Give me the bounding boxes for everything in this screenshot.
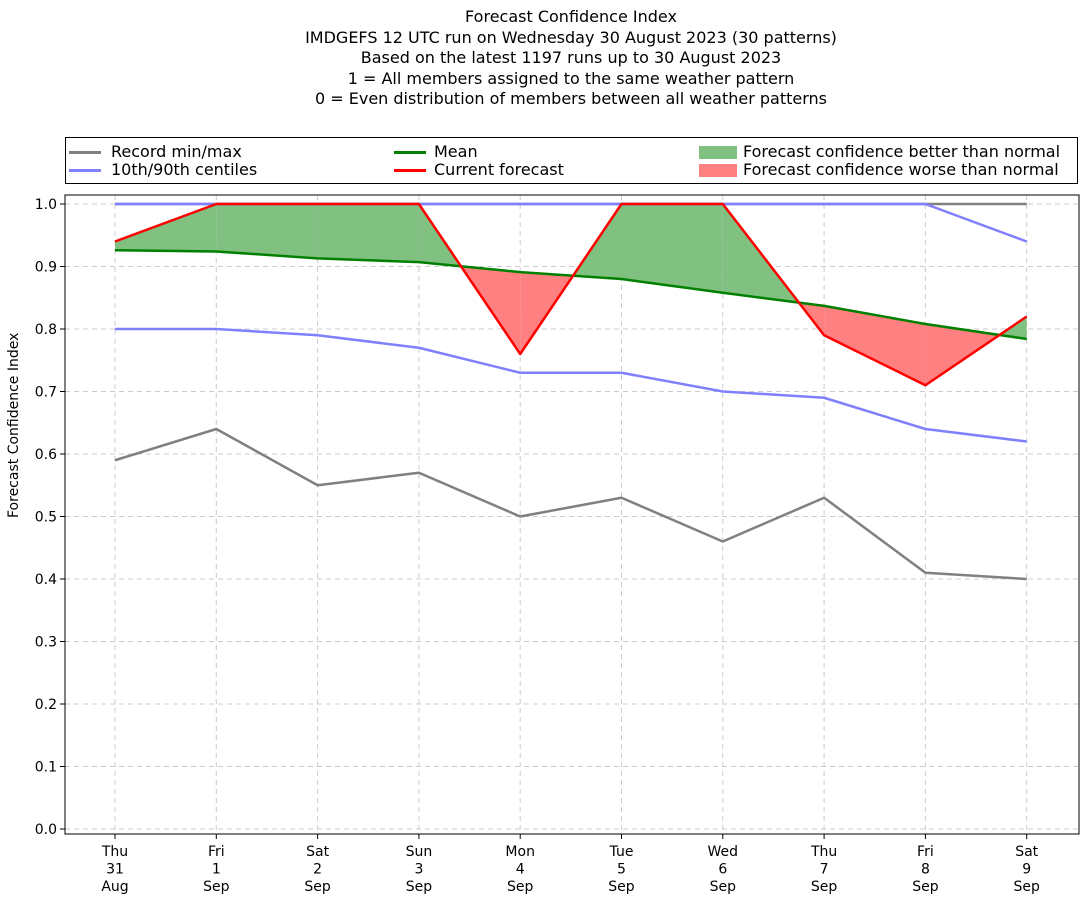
series-mean-line — [114, 249, 1027, 341]
fill-area-1 — [216, 204, 318, 259]
title-line-4: 1 = All members assigned to the same wea… — [347, 68, 795, 88]
x-tick-label-3-1: 3 — [414, 862, 423, 878]
x-tick-label-2-0: Sat — [306, 844, 329, 860]
title-line-3: Based on the latest 1197 runs up to 30 A… — [360, 48, 782, 68]
x-tick-label-7-2: Sep — [811, 879, 838, 895]
x-tick-label-0-1: 31 — [106, 862, 124, 878]
x-tick-label-0-2: Aug — [101, 879, 128, 895]
y-tick-label-9: 0.9 — [35, 260, 57, 276]
title-line-1: Forecast Confidence Index — [465, 7, 677, 26]
x-tick-label-8-0: Fri — [917, 844, 934, 860]
series-current — [114, 202, 1028, 387]
series-p10-line — [115, 327, 1027, 443]
y-tick-label-3: 0.3 — [35, 635, 57, 651]
legend-current-swatch — [394, 169, 426, 172]
y-tick-label-8: 0.8 — [35, 322, 57, 338]
fill-area-2 — [317, 204, 419, 263]
x-tick-label-9-1: 9 — [1022, 862, 1031, 878]
series-record-min-line — [114, 427, 1027, 581]
y-tick-label-7: 0.7 — [35, 385, 57, 401]
x-tick-label-2-1: 2 — [313, 862, 322, 878]
fill-area-5 — [621, 204, 723, 293]
y-tick-label-2: 0.2 — [35, 697, 57, 713]
y-tick-label-4: 0.4 — [35, 572, 57, 588]
series-mean — [114, 249, 1027, 341]
fill-area-7 — [824, 305, 926, 386]
series-p10 — [114, 327, 1027, 443]
chart-title: Forecast Confidence Index IMDGEFS 12 UTC… — [0, 7, 1092, 110]
x-tick-label-4-0: Mon — [505, 844, 535, 860]
x-tick-label-8-1: 8 — [921, 862, 930, 878]
legend-worse-label: Forecast confidence worse than normal — [743, 160, 1059, 179]
x-tick-label-9-0: Sat — [1015, 844, 1038, 860]
fill-area-8a — [925, 324, 1000, 386]
x-tick-label-3-0: Sun — [406, 844, 433, 860]
legend-better-label: Forecast confidence better than normal — [743, 142, 1061, 161]
legend-record-swatch — [69, 151, 101, 154]
y-tick-label-1: 0.1 — [35, 760, 57, 776]
title-line-5: 0 = Even distribution of members between… — [314, 89, 828, 109]
x-tick-label-4-1: 4 — [516, 862, 525, 878]
x-tick-label-5-2: Sep — [608, 879, 635, 895]
x-tick-label-6-0: Wed — [708, 844, 739, 860]
y-tick-label-0: 0.0 — [35, 822, 57, 838]
x-tick-label-5-1: 5 — [617, 862, 626, 878]
legend-record-label: Record min/max — [111, 142, 242, 161]
x-tick-label-8-2: Sep — [912, 879, 939, 895]
x-tick-label-7-1: 7 — [820, 862, 829, 878]
x-tick-label-0-0: Thu — [101, 844, 128, 860]
y-axis-label: Forecast Confidence Index — [6, 332, 22, 518]
legend-current-label: Current forecast — [434, 160, 564, 179]
x-tick-label-5-0: Tue — [609, 844, 634, 860]
legend-mean-label: Mean — [434, 142, 478, 161]
x-tick-label-6-1: 6 — [718, 862, 727, 878]
title-line-2: IMDGEFS 12 UTC run on Wednesday 30 Augus… — [305, 27, 837, 47]
x-tick-label-2-2: Sep — [304, 879, 331, 895]
series-current-line — [114, 202, 1028, 387]
x-tick-label-4-2: Sep — [507, 879, 534, 895]
legend-centiles-label: 10th/90th centiles — [111, 160, 258, 179]
x-tick-label-6-2: Sep — [710, 879, 737, 895]
legend: Record min/max 10th/90th centiles Mean C… — [65, 137, 1078, 184]
x-tick-label-1-2: Sep — [203, 879, 230, 895]
legend-better-swatch — [699, 146, 737, 159]
x-tick-label-9-2: Sep — [1014, 879, 1041, 895]
x-tick-label-1-1: 1 — [212, 862, 221, 878]
y-tick-label-5: 0.5 — [35, 510, 57, 526]
series-record-min — [114, 427, 1027, 581]
y-tick-label-6: 0.6 — [35, 447, 57, 463]
legend-centiles-swatch — [69, 169, 101, 172]
x-tick-label-1-0: Fri — [208, 844, 225, 860]
y-tick-label-10: 1.0 — [35, 197, 57, 213]
x-tick-label-3-2: Sep — [406, 879, 433, 895]
legend-mean-swatch — [394, 151, 426, 154]
plot-frame — [64, 194, 1080, 835]
fill-area-0 — [115, 204, 217, 252]
x-tick-label-7-0: Thu — [810, 844, 837, 860]
legend-worse-swatch — [699, 164, 737, 177]
